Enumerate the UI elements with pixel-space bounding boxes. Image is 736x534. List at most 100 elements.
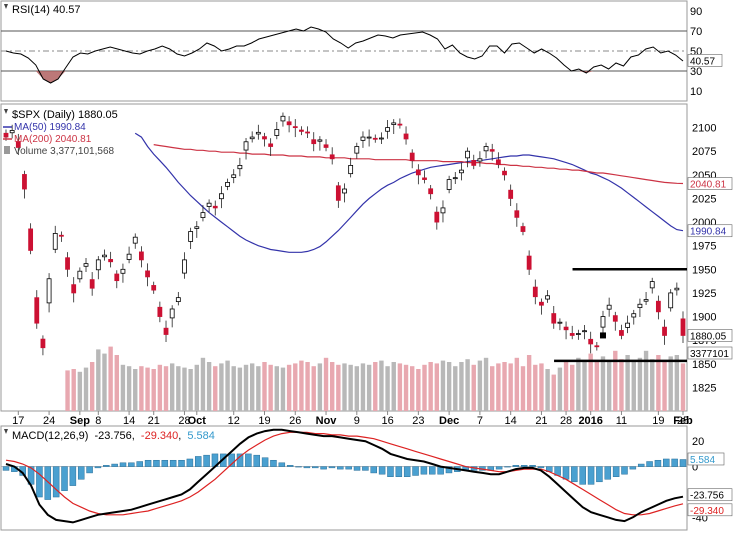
candle-body (606, 304, 612, 310)
candle-body (452, 177, 458, 180)
volume-bar (213, 366, 218, 411)
volume-bar (551, 374, 556, 411)
macd-hist-bar (362, 466, 369, 471)
volume-bar (483, 357, 489, 411)
ma50-value-tag-box (687, 224, 733, 238)
macd-hist-bar (278, 462, 286, 467)
volume-bar (194, 364, 199, 411)
x-tick-label: 19 (258, 415, 270, 427)
macd-hist-bar (337, 466, 344, 470)
volume-bar (219, 363, 224, 411)
macd-hist-bar (253, 454, 260, 467)
macd-hist-bar (178, 459, 185, 467)
macd-hist-bar (504, 466, 511, 468)
macd-hist-bar (520, 465, 528, 467)
macd-hist-bar (637, 463, 645, 467)
candle-body (163, 327, 169, 335)
volume-bar (274, 366, 279, 411)
volume-bar (416, 369, 421, 411)
volume-bar (422, 364, 427, 411)
candle-body (366, 136, 372, 139)
price-legend-icon (4, 109, 8, 114)
candle-body (108, 259, 114, 263)
candle-body (619, 330, 624, 336)
macd-hist-bar (295, 466, 302, 468)
macd-hist-bar (654, 459, 662, 467)
volume-bar (323, 357, 329, 411)
volume-bar (169, 363, 175, 411)
x-tick-label: 8 (95, 415, 101, 427)
volume-bar (557, 367, 563, 411)
x-tick-label: 14 (505, 415, 517, 427)
macd-hist-bar (111, 463, 118, 467)
volume-bar (563, 362, 569, 411)
rsi-last-value-tag-box (687, 54, 723, 67)
volume-bar (514, 357, 520, 411)
volume-bar (299, 360, 304, 411)
volume-bar (329, 362, 335, 411)
candle-body (680, 318, 686, 336)
candle-body (132, 236, 138, 244)
candle-body (643, 299, 649, 302)
price-marker (599, 332, 606, 339)
x-tick-label: Dec (439, 415, 459, 427)
volume-bar (151, 369, 156, 411)
volume-bar (348, 364, 353, 411)
macd-hist-bar (320, 466, 327, 470)
macd-hist-bar (612, 466, 620, 477)
macd-hist-bar (161, 459, 169, 467)
ma200-legend: MA(200) 2040.81 (14, 134, 92, 145)
macd-signal-tag-box (687, 503, 733, 517)
macd-hist-bar (153, 459, 160, 467)
volume-bar (533, 364, 538, 411)
candle-body (286, 121, 292, 126)
macd-hist-bar (94, 466, 102, 469)
volume-bar (625, 355, 630, 411)
candle-body (335, 185, 341, 201)
candle-body (3, 132, 9, 138)
price-y-tick: 2025 (692, 193, 716, 205)
price-y-tick: 2075 (692, 146, 716, 158)
volume-bar (360, 363, 366, 411)
candle-body (588, 338, 594, 345)
candle-body (403, 133, 409, 140)
x-tick-label: 24 (43, 415, 55, 427)
x-tick-label: 9 (354, 415, 360, 427)
macd-hist-bar (378, 466, 386, 475)
volume-bar (619, 359, 624, 411)
macd-signal-tag-text: -29.340 (690, 506, 724, 517)
candle-body (415, 169, 421, 176)
candle-body (237, 164, 243, 170)
price-y-tick: 1900 (692, 312, 716, 324)
volume-bar (594, 360, 600, 411)
volume-bar (496, 363, 501, 411)
macd-hist-bar (169, 459, 177, 467)
volume-bar (96, 349, 101, 411)
macd-hist-tag-text: 5.584 (690, 455, 715, 466)
ma50-line (134, 132, 684, 253)
candle-body (631, 313, 637, 318)
volume-bar (126, 366, 132, 411)
candle-body (34, 297, 40, 324)
volume-bar (108, 346, 113, 411)
rsi-last-value-tag: 40.57 (687, 54, 723, 67)
ma50-value-tag-text: 1990.84 (690, 227, 727, 238)
macd-hist-bar (194, 456, 202, 467)
candle-body (625, 322, 631, 328)
volume-bar (65, 370, 70, 411)
candle-body (428, 188, 434, 195)
candle-body (655, 300, 661, 313)
candle-body (489, 149, 495, 152)
macd-value-tag: -23.756 (687, 488, 733, 502)
volume-bar (311, 366, 316, 411)
volume-bar (446, 362, 452, 411)
x-tick-label: 23 (412, 415, 424, 427)
candle-body (200, 212, 206, 218)
volume-bar (391, 362, 396, 411)
candle-body (434, 211, 440, 223)
macd-hist-bar (412, 466, 419, 476)
macd-hist-bar (61, 466, 68, 491)
price-y-tick: 1950 (692, 264, 716, 276)
candle-body (514, 210, 520, 218)
